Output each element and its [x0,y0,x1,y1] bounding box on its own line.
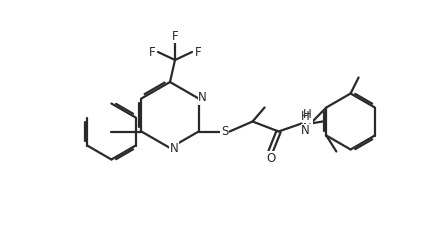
Text: H
N: H N [303,107,312,136]
Text: S: S [221,125,228,138]
Text: F: F [172,30,179,42]
Text: N: N [301,124,310,137]
Text: N: N [170,141,179,154]
Text: H: H [301,110,310,123]
Text: F: F [195,45,201,58]
Text: N: N [198,91,207,104]
Text: O: O [266,152,275,165]
Text: F: F [149,45,155,58]
